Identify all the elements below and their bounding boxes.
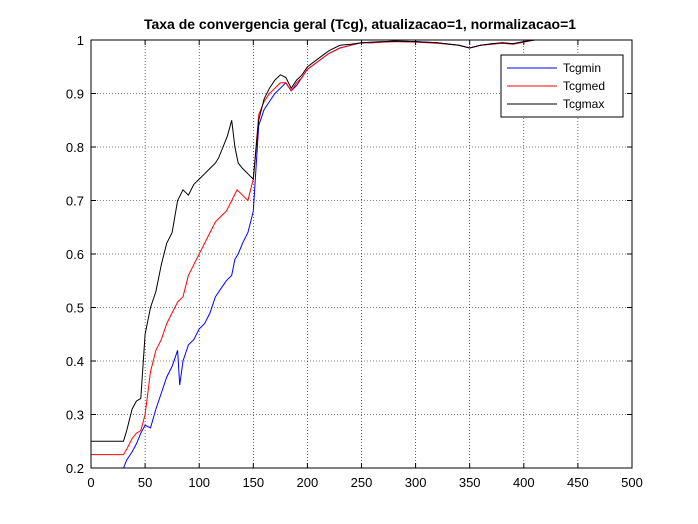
y-tick-label: 0.4	[66, 354, 84, 369]
x-tick-label: 350	[459, 475, 481, 490]
y-tick-label: 0.2	[66, 461, 84, 476]
y-tick-label: 1	[77, 33, 84, 48]
series-line-tcgmax	[91, 39, 535, 442]
x-tick-label: 200	[297, 475, 319, 490]
data-lines	[91, 39, 535, 469]
x-tick-label: 400	[513, 475, 535, 490]
y-tick-label: 0.5	[66, 301, 84, 316]
x-axis-tick-labels: 0 50 100 150 200 250 300 350 400 450 500	[87, 475, 642, 490]
legend-label-tcgmed: Tcgmed	[563, 79, 605, 93]
x-tick-label: 250	[351, 475, 373, 490]
chart-title: Taxa de convergencia geral (Tcg), atuali…	[144, 16, 576, 32]
axes-box	[90, 39, 633, 469]
x-tick-label: 150	[242, 475, 264, 490]
legend-label-tcgmin: Tcgmin	[563, 61, 601, 75]
legend: Tcgmin Tcgmed Tcgmax	[500, 54, 624, 118]
y-tick-label: 0.7	[66, 194, 84, 209]
y-tick-label: 0.3	[66, 408, 84, 423]
x-tick-label: 450	[567, 475, 589, 490]
x-tick-label: 300	[405, 475, 427, 490]
x-tick-label: 50	[138, 475, 152, 490]
x-tick-label: 0	[87, 475, 94, 490]
legend-label-tcgmax: Tcgmax	[563, 97, 604, 111]
y-tick-label: 0.9	[66, 87, 84, 102]
x-tick-label: 100	[188, 475, 210, 490]
y-tick-label: 0.6	[66, 247, 84, 262]
y-tick-label: 0.8	[66, 140, 84, 155]
x-tick-label: 500	[621, 475, 643, 490]
y-axis-tick-labels: 0.2 0.3 0.4 0.5 0.6 0.7 0.8 0.9 1	[66, 33, 84, 476]
